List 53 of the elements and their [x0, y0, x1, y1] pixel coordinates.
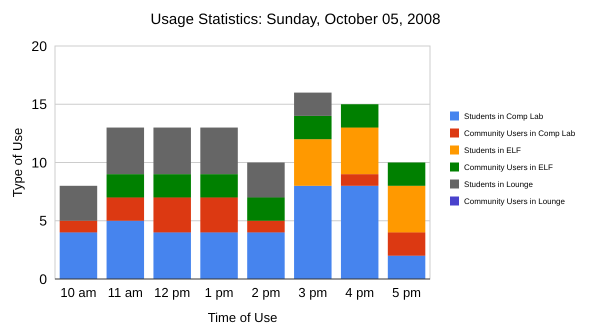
y-axis-title: Type of Use	[10, 128, 25, 198]
bar	[200, 232, 238, 279]
x-tick-label: 12 pm	[154, 285, 190, 300]
bar	[200, 197, 238, 232]
bar	[340, 128, 378, 174]
legend-label: Students in Lounge	[464, 180, 534, 189]
x-tick-label: 11 am	[108, 285, 143, 300]
x-tick-label: 3 pm	[298, 285, 328, 300]
bar	[388, 186, 426, 232]
bar	[106, 174, 144, 198]
legend-label: Community Users in Lounge	[464, 196, 566, 206]
legend-label: Community Users in ELF	[464, 162, 554, 172]
bar	[388, 256, 426, 279]
bar	[247, 162, 285, 198]
y-tick-label: 20	[31, 38, 48, 54]
legend-label: Students in Comp Lab	[464, 112, 544, 121]
bar	[294, 116, 332, 140]
bar	[106, 128, 144, 174]
bar	[247, 232, 285, 279]
x-tick-label: 5 pm	[392, 285, 422, 300]
x-tick-label: 4 pm	[345, 285, 374, 300]
bar	[388, 232, 426, 256]
bar	[200, 174, 238, 198]
legend-label: Community Users in Comp Lab	[464, 128, 576, 138]
y-tick-label: 0	[39, 270, 48, 287]
bar	[388, 162, 426, 186]
bar	[200, 128, 238, 174]
bar	[247, 220, 285, 232]
bar	[153, 128, 191, 174]
bar	[247, 197, 285, 221]
legend-label: Students in ELF	[464, 146, 522, 155]
bar	[60, 220, 98, 232]
bar	[153, 232, 191, 279]
bar	[294, 92, 332, 116]
x-axis-title: Time of Use	[208, 310, 278, 325]
bar	[153, 197, 191, 232]
bar	[340, 186, 378, 279]
bar	[106, 220, 144, 279]
bar	[294, 139, 332, 186]
bar	[106, 197, 144, 221]
bar	[60, 232, 98, 279]
x-tick-label: 1 pm	[204, 285, 234, 300]
bar	[340, 174, 378, 186]
bar	[60, 186, 98, 221]
y-tick-label: 15	[31, 96, 48, 112]
x-tick-label: 2 pm	[251, 285, 280, 300]
y-tick-label: 10	[31, 154, 48, 170]
bar	[340, 104, 378, 128]
y-tick-label: 5	[39, 212, 48, 229]
x-tick-label: 10 am	[60, 285, 97, 300]
bar	[153, 174, 191, 198]
bar	[294, 186, 332, 279]
chart-title: Usage Statistics: Sunday, October 05, 2008	[150, 11, 440, 28]
